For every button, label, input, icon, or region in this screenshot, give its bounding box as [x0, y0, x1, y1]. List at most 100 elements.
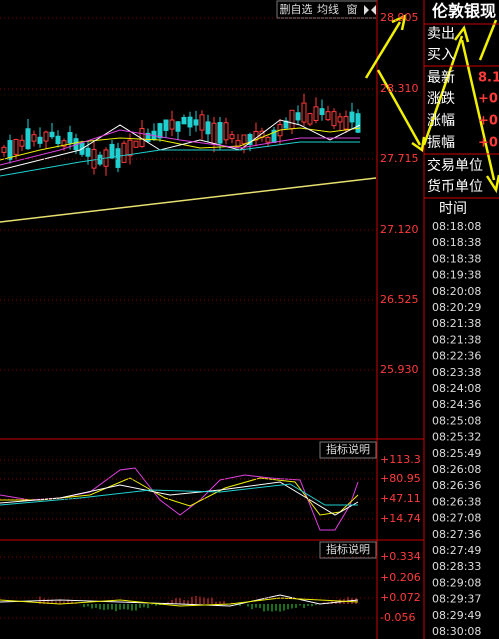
indicator-line	[0, 483, 358, 506]
toolbar-icon[interactable]	[364, 5, 376, 15]
tick-time: 08:26:36	[432, 479, 481, 492]
tick-time: 08:18:08	[432, 220, 481, 233]
tick-time: 08:23:38	[432, 366, 481, 379]
candle-body	[43, 131, 49, 142]
indicator-title[interactable]: 指标说明	[326, 542, 370, 556]
ma-line	[0, 119, 361, 171]
candle-body	[193, 119, 199, 126]
toolbar-button[interactable]: 窗	[347, 2, 358, 16]
candle-body	[307, 113, 313, 125]
candle-body	[31, 134, 37, 142]
candle-body	[211, 122, 217, 145]
ma-line	[0, 129, 360, 166]
indicator-line	[0, 477, 359, 516]
axis-label: +14.74	[380, 512, 421, 525]
candle-body	[187, 116, 193, 128]
quote-value: +0.2	[478, 136, 499, 151]
indicator-button[interactable]	[319, 441, 377, 459]
candle-body	[19, 139, 25, 147]
indicator-line	[0, 597, 359, 607]
quote-label: 交易单位	[427, 157, 483, 174]
quote-label: 涨跌	[427, 91, 455, 107]
candle-body	[331, 111, 337, 127]
candle-body	[55, 135, 61, 145]
tick-time: 08:24:08	[432, 382, 481, 395]
axis-label: +113.3	[380, 453, 421, 466]
candle-body	[343, 116, 349, 130]
axis-label: +0.206	[380, 571, 421, 584]
candle-body	[301, 102, 307, 123]
annotation-arrows	[364, 13, 499, 194]
tick-time: 08:25:49	[432, 447, 481, 460]
axis-label: 26.525	[380, 293, 419, 306]
tick-time: 08:28:33	[432, 560, 481, 573]
tick-time: 08:29:37	[432, 593, 481, 606]
tick-time: 08:30:08	[432, 625, 481, 638]
tick-time: 08:27:08	[432, 512, 481, 525]
candle-body	[229, 134, 235, 140]
candle-body	[223, 122, 229, 141]
axis-label: 27.120	[380, 223, 419, 236]
axis-label: 27.715	[380, 152, 419, 165]
candle-body	[67, 132, 73, 144]
ticks-header: 时间	[439, 201, 467, 217]
candle-body	[127, 139, 133, 157]
tick-time: 08:21:38	[432, 317, 481, 330]
toolbar-button[interactable]: 均线	[317, 2, 339, 16]
candle-body	[25, 128, 31, 150]
candle-body	[37, 136, 43, 144]
candle-body	[205, 121, 211, 135]
candle-body	[325, 111, 331, 121]
candle-body	[349, 111, 355, 123]
candle-body	[163, 119, 169, 131]
tick-time: 08:20:29	[432, 301, 481, 314]
axis-label: 25.930	[380, 363, 419, 376]
indicator-button[interactable]	[319, 541, 377, 559]
candle-body	[247, 134, 253, 146]
tick-time: 08:27:36	[432, 528, 481, 541]
candle-body	[1, 146, 7, 153]
candle-body	[115, 148, 121, 168]
candle-body	[265, 137, 271, 143]
candle-body	[337, 116, 343, 123]
trend-line	[0, 177, 377, 223]
tick-time: 08:25:32	[432, 431, 481, 444]
candle-body	[109, 143, 115, 159]
tick-time: 08:20:08	[432, 285, 481, 298]
tick-time: 08:26:08	[432, 463, 481, 476]
candle-body	[295, 112, 301, 121]
candle-body	[7, 140, 13, 160]
candle-body	[61, 140, 67, 147]
candle-body	[313, 106, 319, 121]
candle-body	[199, 114, 205, 131]
candle-body	[85, 147, 91, 157]
candle-body	[145, 132, 151, 142]
axis-label: 28.310	[380, 82, 419, 95]
tick-time: 08:29:49	[432, 609, 481, 622]
quote-label: 振幅	[427, 135, 455, 151]
tick-time: 08:21:38	[432, 333, 481, 346]
candle-body	[133, 140, 139, 148]
quote-value: +0.1	[478, 114, 499, 129]
candle-body	[13, 139, 19, 155]
toolbar-button[interactable]: 删自选	[280, 3, 313, 16]
candle-body	[217, 122, 223, 144]
tick-time: 08:25:08	[432, 414, 481, 427]
candle-body	[175, 121, 181, 132]
candle-body	[319, 108, 325, 116]
candle-body	[121, 142, 127, 163]
candles	[1, 93, 361, 176]
tick-time: 08:18:38	[432, 236, 481, 249]
indicator-title[interactable]: 指标说明	[326, 442, 370, 456]
tick-time: 08:24:36	[432, 398, 481, 411]
ma-line	[0, 127, 361, 161]
quote-label: 涨幅	[427, 113, 455, 129]
quote-value: +0.0	[478, 92, 499, 107]
tick-time: 08:18:38	[432, 252, 481, 265]
tick-times: 08:18:08 08:18:38 08:18:38 08:19:38 08:20:08…	[432, 220, 481, 638]
indicator-line	[0, 481, 359, 516]
quote-label: 最新	[427, 70, 455, 86]
quote-title: 伦敦银现	[432, 2, 496, 21]
